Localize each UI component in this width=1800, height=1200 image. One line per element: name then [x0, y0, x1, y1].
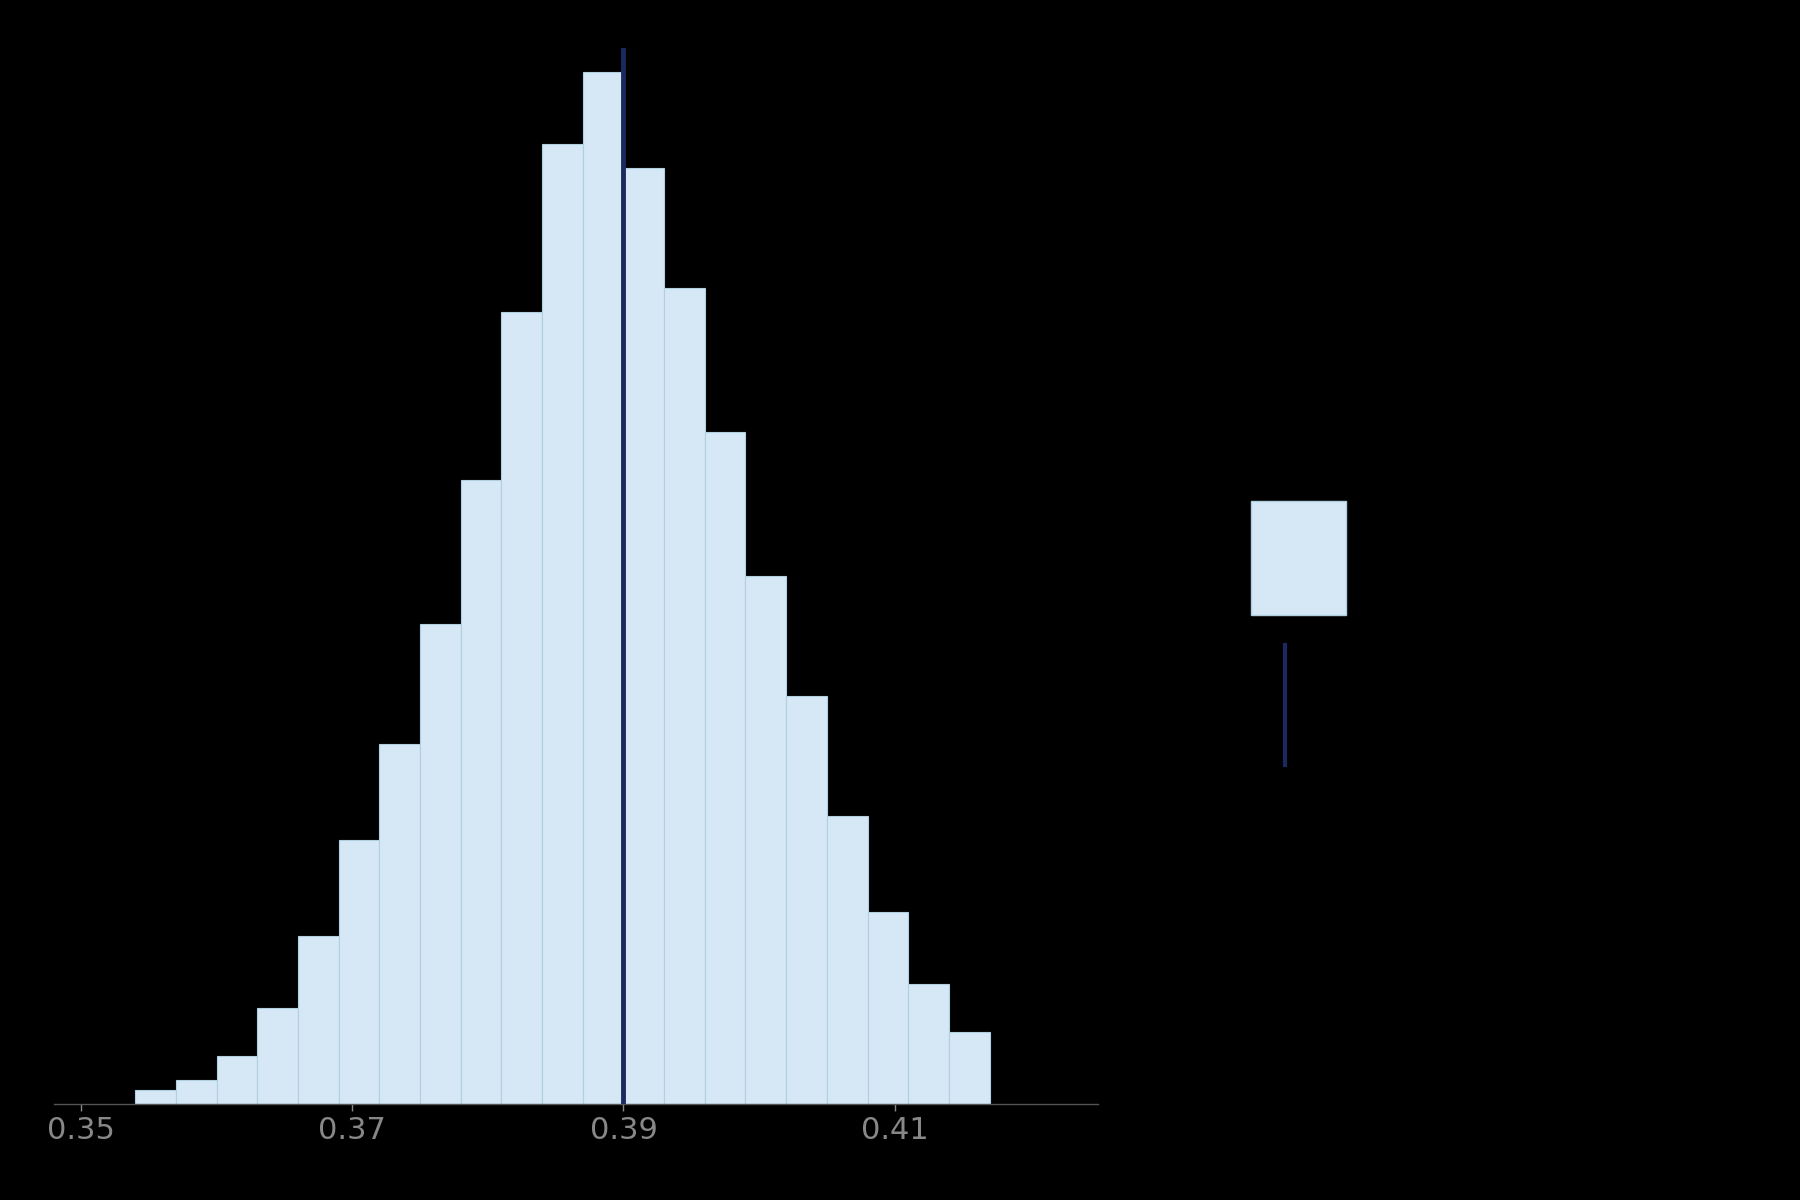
Bar	[868, 912, 909, 1104]
Bar	[706, 432, 745, 1104]
Bar	[176, 1080, 216, 1104]
Bar	[745, 576, 787, 1104]
Bar	[299, 936, 338, 1104]
Bar	[380, 744, 419, 1104]
Bar	[135, 1090, 176, 1104]
Bar	[461, 480, 502, 1104]
FancyBboxPatch shape	[1251, 502, 1346, 614]
Bar	[338, 840, 380, 1104]
Bar	[909, 984, 949, 1104]
Bar	[542, 144, 583, 1104]
Bar	[419, 624, 461, 1104]
Bar	[664, 288, 706, 1104]
Bar	[216, 1056, 257, 1104]
Bar	[787, 696, 826, 1104]
Bar	[826, 816, 868, 1104]
Bar	[257, 1008, 299, 1104]
Bar	[502, 312, 542, 1104]
Bar	[949, 1032, 990, 1104]
Bar	[623, 168, 664, 1104]
Bar	[583, 72, 623, 1104]
